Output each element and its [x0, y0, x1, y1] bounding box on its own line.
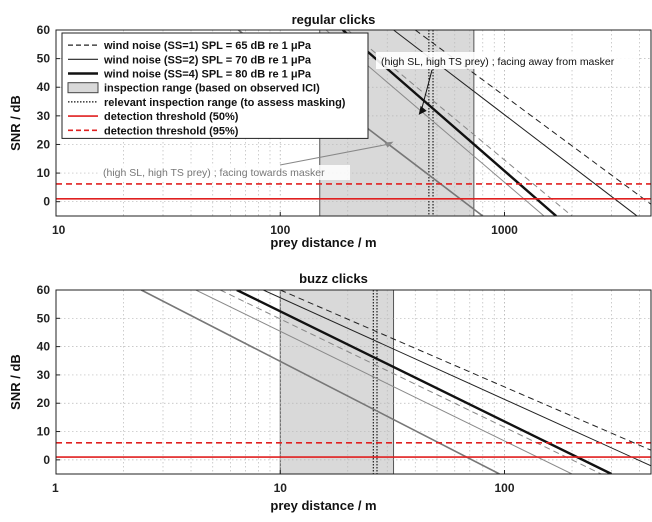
chart-title: buzz clicks [299, 271, 368, 286]
y-tick-label: 50 [37, 311, 51, 325]
annotation-away: (high SL, high TS prey) ; facing away fr… [381, 56, 615, 68]
y-tick-label: 10 [37, 166, 51, 180]
legend-label-6: detection threshold (50%) [104, 111, 239, 123]
x-tick-label: 1000 [491, 223, 518, 237]
x-axis-label: prey distance / m [270, 235, 376, 250]
arrowhead-towards [384, 141, 394, 148]
x-tick-label: 10 [52, 223, 66, 237]
y-tick-label: 20 [37, 396, 51, 410]
series-line-1 [414, 30, 651, 205]
y-tick-label: 10 [37, 425, 51, 439]
annotation-arrow-away [420, 69, 433, 113]
axes-box [55, 289, 652, 475]
y-tick-label: 50 [37, 52, 51, 66]
series-line-2 [263, 290, 651, 467]
annotation-towards: (high SL, high TS prey) ; facing towards… [103, 167, 325, 179]
y-axis-label: SNR / dB [8, 95, 23, 151]
legend-label-2: wind noise (SS=2) SPL = 70 dB re 1 μPa [103, 54, 312, 66]
legend: wind noise (SS=1) SPL = 65 dB re 1 μPa wi… [61, 32, 369, 139]
y-tick-label: 30 [37, 109, 51, 123]
y-axis-label: SNR / dB [8, 354, 23, 410]
x-tick-label: 100 [494, 481, 514, 495]
legend-box [61, 32, 369, 139]
legend-label-7: detection threshold (95%) [104, 125, 239, 137]
legend-label-4: inspection range (based on observed ICI) [104, 83, 320, 95]
legend-label-3: wind noise (SS=4) SPL = 80 dB re 1 μPa [103, 69, 312, 81]
legend-swatch [67, 82, 99, 94]
annotation-bg [98, 165, 350, 180]
annotation-bg [376, 52, 638, 69]
axes-box [55, 29, 652, 217]
x-tick-label: 10 [274, 481, 288, 495]
x-tick-label: 1 [52, 481, 59, 495]
chart-title: regular clicks [292, 12, 376, 27]
chart-panel-2: 0 10 20 30 40 50 60 1 10 100 buzz clicks prey dista… [8, 271, 652, 513]
y-tick-label: 40 [37, 80, 51, 94]
y-tick-label: 60 [37, 23, 51, 37]
legend-label-5: relevant inspection range (to assess mas… [104, 97, 346, 109]
y-tick-label: 20 [37, 137, 51, 151]
y-tick-label: 60 [37, 283, 51, 297]
y-tick-label: 0 [43, 453, 50, 467]
series-line-1 [280, 290, 651, 451]
y-tick-label: 0 [43, 195, 50, 209]
x-tick-label: 100 [270, 223, 290, 237]
y-tick-label: 30 [37, 368, 51, 382]
series-line-4 [347, 30, 573, 216]
annotation-arrow-towards [279, 143, 392, 166]
y-tick-label: 40 [37, 340, 51, 354]
x-axis-label: prey distance / m [270, 498, 376, 513]
legend-label-1: wind noise (SS=1) SPL = 65 dB re 1 μPa [103, 40, 312, 52]
arrowhead-away [418, 105, 427, 115]
